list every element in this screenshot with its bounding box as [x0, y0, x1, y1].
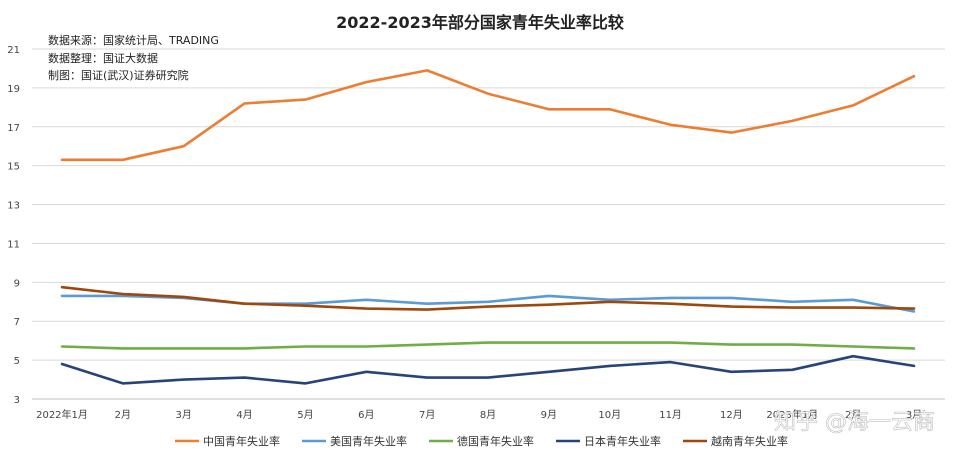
legend-label: 越南青年失业率 [711, 434, 788, 448]
x-tick-label: 8月 [480, 409, 496, 421]
series-line-德国青年失业率 [60, 341, 916, 350]
x-tick-label: 4月 [236, 409, 252, 421]
watermark: 知乎 @海一云商 [774, 410, 935, 435]
y-tick-label: 9 [14, 278, 20, 289]
gridlines [32, 48, 945, 400]
y-tick-label: 13 [7, 201, 20, 212]
x-tick-label: 9月 [541, 409, 557, 421]
x-tick-label: 2022年1月 [36, 408, 88, 421]
author-note: 制图：国证(武汉)证券研究院 [48, 68, 189, 82]
legend-label: 日本青年失业率 [584, 434, 661, 448]
series-lines [60, 69, 916, 385]
y-tick-label: 7 [14, 317, 20, 328]
x-tick-label: 10月 [598, 409, 621, 421]
series-line-中国青年失业率 [60, 69, 916, 162]
x-tick-label: 3月 [906, 409, 922, 421]
y-tick-label: 21 [7, 45, 20, 56]
x-tick-label: 3月 [176, 409, 192, 421]
series-line-日本青年失业率 [60, 354, 916, 385]
legend-label: 德国青年失业率 [457, 434, 534, 448]
legend: 中国青年失业率 美国青年失业率 德国青年失业率 日本青年失业率 越南青年失业率 [175, 434, 788, 448]
y-tick-label: 5 [14, 356, 20, 367]
x-tick-label: 11月 [659, 409, 682, 421]
x-tick-label: 12月 [720, 409, 743, 421]
source-note: 数据来源：国家统计局、TRADING [48, 33, 219, 47]
x-tick-label: 6月 [358, 409, 374, 421]
legend-label: 中国青年失业率 [203, 434, 280, 448]
x-tick-label: 7月 [419, 409, 435, 421]
y-axis-ticks: 3 5 7 9 11 13 15 17 19 21 [7, 45, 20, 406]
x-axis-ticks: 2022年1月 2月 3月 4月 5月 6月 7月 8月 9月 10月 11月 12月 2023年1月 2… [36, 408, 922, 421]
compiler-note: 数据整理：国证大数据 [48, 51, 158, 65]
x-tick-label: 2023年1月 [766, 408, 818, 421]
y-tick-label: 15 [7, 162, 20, 173]
legend-label: 美国青年失业率 [330, 434, 407, 448]
x-tick-label: 5月 [297, 409, 313, 421]
x-tick-label: 2月 [845, 409, 861, 421]
y-tick-label: 17 [7, 123, 20, 134]
y-tick-label: 3 [14, 395, 20, 406]
y-tick-label: 11 [7, 239, 20, 250]
series-line-越南青年失业率 [60, 285, 916, 311]
x-tick-label: 2月 [115, 409, 131, 421]
chart-title: 2022-2023年部分国家青年失业率比较 [336, 13, 624, 32]
y-tick-label: 19 [7, 84, 20, 95]
